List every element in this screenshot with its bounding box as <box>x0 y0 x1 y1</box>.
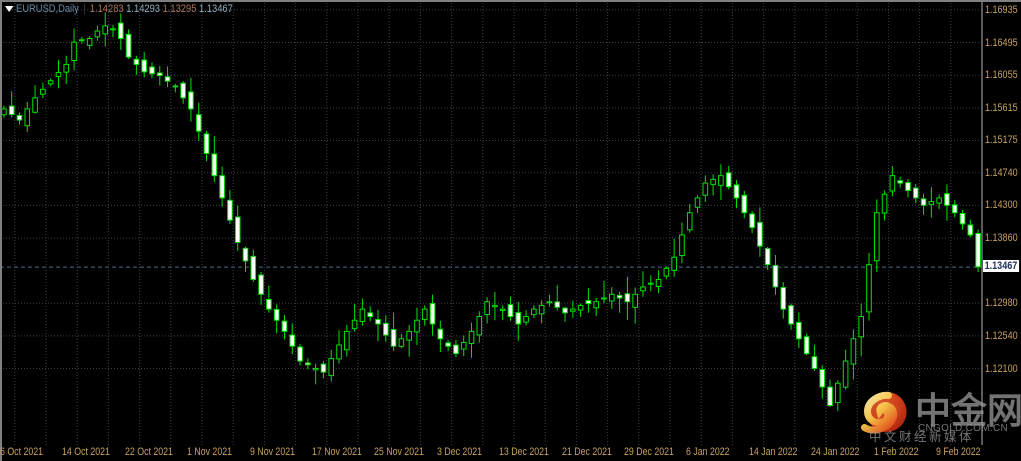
svg-text:中文财经新媒体: 中文财经新媒体 <box>869 429 974 444</box>
